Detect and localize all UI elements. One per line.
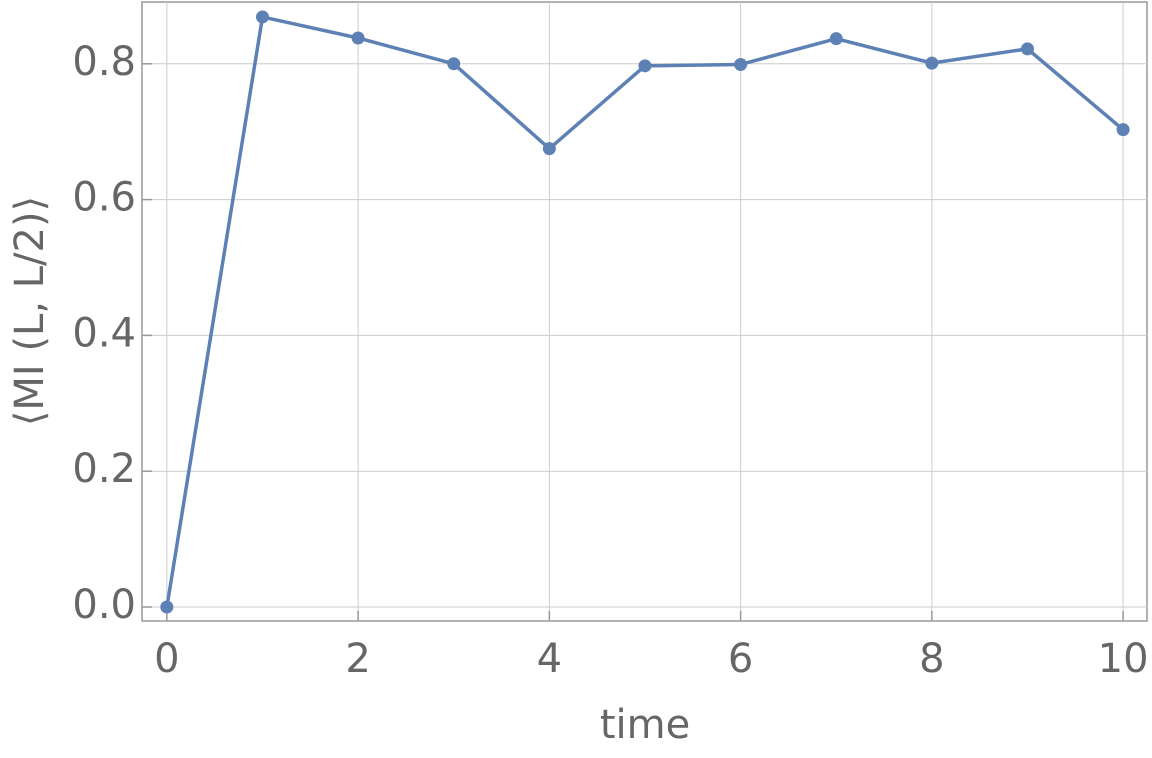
x-tick-label: 4: [537, 636, 562, 682]
data-point: [351, 31, 365, 45]
x-tick-label: 2: [345, 636, 370, 682]
y-tick-label: 0.6: [72, 175, 136, 221]
data-point: [829, 32, 843, 46]
data-point: [255, 10, 269, 24]
data-point: [734, 57, 748, 71]
plot-frame: [141, 1, 1148, 622]
data-point: [638, 59, 652, 73]
y-tick-label: 0.0: [72, 582, 136, 628]
data-point: [542, 142, 556, 156]
y-tick-label: 0.2: [72, 446, 136, 492]
x-tick-label: 6: [728, 636, 753, 682]
data-line: [165, 14, 1125, 608]
y-axis-label: ⟨MI (L, L/2)⟩: [7, 196, 53, 426]
x-axis-label: time: [600, 702, 690, 748]
y-tick-label: 0.4: [72, 310, 136, 356]
data-point: [447, 57, 461, 71]
y-tick-label: 0.8: [72, 39, 136, 85]
x-tick-label: 10: [1098, 636, 1149, 682]
data-point: [160, 600, 174, 614]
data-point: [1116, 123, 1130, 137]
x-tick-label: 8: [919, 636, 944, 682]
x-tick-label: 0: [154, 636, 179, 682]
data-point: [925, 56, 939, 70]
data-point: [1020, 42, 1034, 56]
